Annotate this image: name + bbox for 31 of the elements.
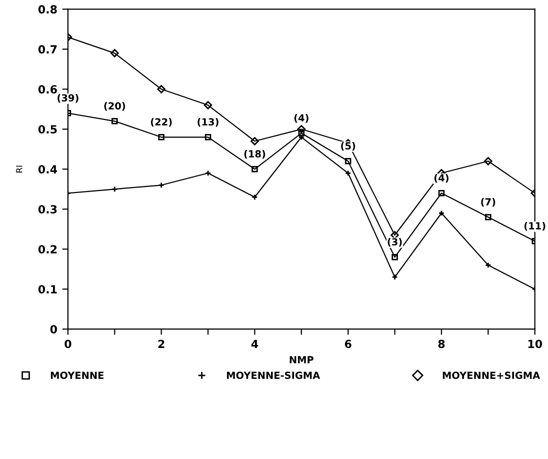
y-tick-label: 0.3	[38, 205, 57, 214]
x-tick-label: 0	[64, 340, 72, 348]
y-tick-label: 0.5	[38, 125, 57, 134]
x-tick-label: 8	[438, 340, 445, 348]
annotation: (22)	[150, 118, 172, 127]
y-tick-label: 0.8	[38, 5, 57, 14]
annotation: (39)	[58, 94, 78, 103]
annotation: (13)	[198, 118, 218, 127]
x-tick-label: 4	[251, 340, 258, 348]
y-tick-label: 0.6	[38, 85, 57, 94]
x-tick-label: 2	[158, 340, 164, 348]
legend-label: MOYENNE	[50, 372, 104, 379]
annotation: (5)	[341, 142, 356, 151]
y-tick-label: 0.7	[38, 45, 57, 54]
x-tick-label: 10	[528, 340, 542, 348]
y-tick-label: 0	[50, 325, 58, 334]
annotation: (3)	[388, 238, 402, 247]
x-tick-label: 6	[344, 340, 352, 348]
annotation: (4)	[434, 174, 448, 183]
annotation: (11)	[524, 222, 546, 231]
annotation: (7)	[481, 198, 496, 207]
y-tick-label: 0.1	[38, 285, 57, 294]
y-axis-title: RI	[16, 166, 22, 172]
legend-label: MOYENNE-SIGMA	[226, 372, 320, 379]
y-tick-label: 0.4	[38, 165, 58, 174]
annotation: (20)	[104, 102, 126, 111]
annotation: (4)	[294, 114, 308, 123]
legend-label: MOYENNE+SIGMA	[442, 372, 540, 379]
x-axis-title: NMP	[290, 356, 314, 364]
annotation: (18)	[244, 150, 266, 159]
y-tick-label: 0.2	[38, 245, 57, 254]
